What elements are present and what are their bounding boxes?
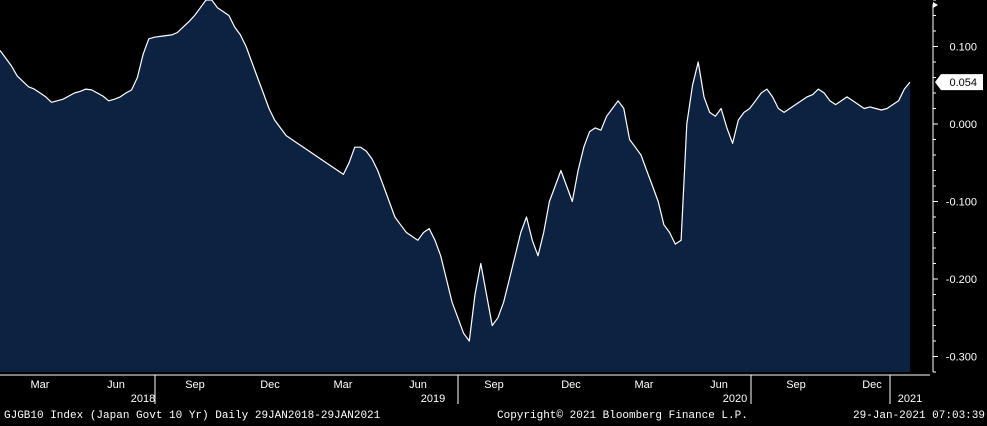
series-line (0, 0, 911, 342)
footer-copyright: Copyright© 2021 Bloomberg Finance L.P. (497, 410, 748, 422)
x-month-label: Mar (334, 379, 353, 391)
y-tick-label: 0.000 (949, 119, 977, 131)
footer-security-info: GJGB10 Index (Japan Govt 10 Yr) Daily 29… (4, 410, 381, 422)
axis-labels: 0.100 0.000 -0.100 -0.200 -0.300 0.054 Mar Jun S… (31, 42, 983, 405)
x-year-label: 2020 (723, 393, 747, 405)
x-month-label: Mar (635, 379, 654, 391)
area-fill (0, 0, 910, 372)
x-year-label: 2021 (898, 393, 922, 405)
x-month-label: Jun (107, 379, 125, 391)
footer-timestamp: 29-Jan-2021 07:03:39 (852, 410, 985, 422)
x-year-label: 2018 (131, 393, 155, 405)
x-month-label: Dec (561, 379, 581, 391)
x-month-label: Dec (862, 379, 882, 391)
bloomberg-area-chart: 0.100 0.000 -0.100 -0.200 -0.300 0.054 Mar Jun S… (0, 0, 983, 405)
x-month-label: Dec (260, 379, 280, 391)
axes (0, 0, 938, 404)
plot-area (0, 0, 911, 372)
x-month-label: Jun (710, 379, 728, 391)
y-tick-label: -0.200 (946, 274, 977, 286)
last-value-label: 0.054 (949, 77, 977, 89)
y-tick-label: 0.100 (949, 42, 977, 54)
x-month-label: Sep (185, 379, 205, 391)
last-value-tag (935, 74, 983, 91)
y-tick-label: -0.100 (946, 197, 977, 209)
y-axis-arrow (933, 2, 938, 8)
x-month-label: Sep (484, 379, 504, 391)
x-month-label: Mar (31, 379, 50, 391)
x-month-label: Sep (786, 379, 806, 391)
x-year-label: 2019 (421, 393, 445, 405)
y-tick-label: -0.300 (946, 352, 977, 364)
x-month-label: Jun (409, 379, 427, 391)
